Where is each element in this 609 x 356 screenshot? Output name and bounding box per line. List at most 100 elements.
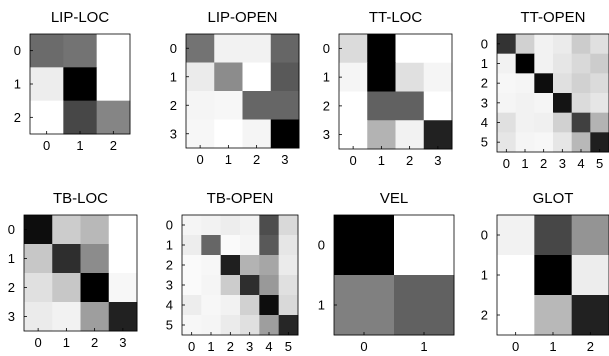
y-tick-label: 3 <box>8 309 15 324</box>
heatmap-cell <box>367 91 396 121</box>
axis-frame <box>181 214 299 336</box>
heatmap-cell <box>553 34 573 55</box>
heatmap-cell <box>423 120 453 150</box>
axis-frame <box>185 33 300 149</box>
y-tick-label: 2 <box>170 98 177 113</box>
heatmap-cell <box>220 255 241 276</box>
heatmap-cell <box>108 215 138 245</box>
heatmap-cell <box>259 255 280 276</box>
heatmap-cell <box>186 34 215 63</box>
y-tick-label: 1 <box>14 77 21 92</box>
heatmap-panel: TB-LOC 0 1 2 3 0 1 2 3 <box>8 190 138 350</box>
x-tick-label: 2 <box>406 153 413 168</box>
panel-title: TT-LOC <box>369 9 423 26</box>
x-tick-label: 0 <box>188 339 195 354</box>
heatmap-cell <box>201 275 222 296</box>
y-tick-label: 1 <box>8 251 15 266</box>
heatmap-cell <box>515 53 535 74</box>
heatmap-cell <box>515 112 535 133</box>
heatmap-cell <box>186 91 215 120</box>
heatmap-cell <box>334 215 395 276</box>
heatmap-cell <box>278 215 299 236</box>
heatmap-cell <box>534 132 554 153</box>
y-tick-label: 0 <box>481 36 488 51</box>
heatmap-cell <box>30 34 64 68</box>
heatmap-cell <box>367 62 396 92</box>
heatmap-cell <box>214 119 243 149</box>
heatmap-cell <box>339 120 368 150</box>
heatmap-cell <box>571 73 591 94</box>
axis-frame <box>496 33 609 153</box>
y-tick-label: 4 <box>166 298 173 313</box>
heatmap-cell <box>590 112 609 133</box>
heatmap-cell <box>590 93 609 114</box>
heatmap-cell <box>571 34 591 55</box>
x-tick-label: 1 <box>420 339 427 354</box>
heatmap-cell <box>201 235 222 256</box>
y-tick-label: 2 <box>166 258 173 273</box>
heatmap-cell <box>220 215 241 236</box>
y-tick-label: 3 <box>170 126 177 141</box>
heatmap-cell <box>63 34 98 68</box>
heatmap-cell <box>534 93 554 114</box>
heatmap-cell <box>186 62 215 92</box>
heatmap-cell <box>590 53 609 74</box>
heatmap-cell <box>80 244 110 274</box>
x-tick-label: 4 <box>577 156 584 171</box>
heatmap-cell <box>242 34 272 63</box>
heatmap-cell <box>394 275 455 336</box>
heatmap-cell <box>182 215 202 236</box>
heatmap-cell <box>52 273 81 303</box>
y-tick-label: 3 <box>323 127 330 142</box>
heatmap-cell <box>96 100 131 135</box>
heatmap-cell <box>515 132 535 153</box>
heatmap-cell <box>534 295 573 336</box>
heatmap-cell <box>497 93 517 114</box>
heatmap-cell <box>201 295 222 316</box>
x-tick-label: 3 <box>119 335 126 350</box>
heatmap-cell <box>240 235 260 256</box>
x-tick-label: 3 <box>246 339 253 354</box>
heatmap-cell <box>242 62 272 92</box>
heatmap-cell <box>259 235 280 256</box>
y-tick-label: 5 <box>166 318 173 333</box>
heatmap-cell <box>259 315 280 336</box>
heatmap-cell <box>270 119 300 149</box>
y-tick-label: 5 <box>481 135 488 150</box>
heatmap-cell <box>334 275 395 336</box>
heatmap-cell <box>278 275 299 296</box>
heatmap-cell <box>534 73 554 94</box>
heatmap-cell <box>108 302 138 332</box>
heatmap-cell <box>52 302 81 332</box>
y-tick-label: 0 <box>8 222 15 237</box>
heatmap-cell <box>571 93 591 114</box>
heatmap-cell <box>515 34 535 55</box>
heatmap-cell <box>270 34 300 63</box>
heatmap-cell <box>182 295 202 316</box>
heatmap-cell <box>270 91 300 120</box>
heatmap-cell <box>515 93 535 114</box>
x-tick-label: 3 <box>281 152 288 167</box>
heatmap-cell <box>24 302 53 332</box>
y-tick-label: 1 <box>166 238 173 253</box>
panel-title: TB-LOC <box>53 190 108 207</box>
x-tick-label: 5 <box>596 156 603 171</box>
heatmap-cell <box>395 120 425 150</box>
heatmap-cell <box>182 275 202 296</box>
heatmap-cell <box>242 91 272 120</box>
heatmap-cell <box>497 53 517 74</box>
heatmap-cell <box>80 273 110 303</box>
x-tick-label: 2 <box>587 339 594 354</box>
x-tick-label: 1 <box>63 335 70 350</box>
y-tick-label: 3 <box>166 278 173 293</box>
x-tick-label: 0 <box>360 339 367 354</box>
heatmap-cell <box>201 215 222 236</box>
heatmap-cell <box>395 91 425 121</box>
x-tick-label: 1 <box>207 339 214 354</box>
x-tick-label: 2 <box>91 335 98 350</box>
heatmap-cell <box>63 100 98 135</box>
heatmap-cell <box>214 34 243 63</box>
